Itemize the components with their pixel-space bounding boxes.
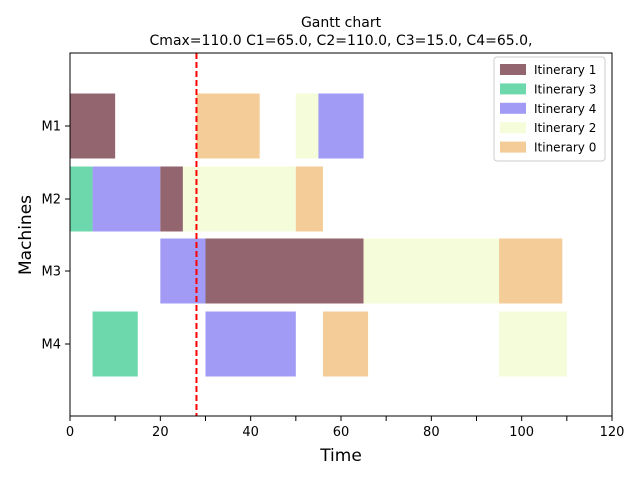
x-axis: 0 20 40 60 80 100 120 — [66, 416, 625, 440]
y-tick-label-m1: M1 — [42, 120, 62, 135]
task-bar-m2-7 — [160, 166, 183, 232]
x-tick-label: 40 — [242, 425, 259, 440]
legend-label: Itinerary 0 — [534, 141, 596, 155]
x-tick-label: 120 — [600, 425, 625, 440]
task-bar-m1-4 — [318, 93, 364, 159]
task-bar-m2-8 — [182, 166, 296, 232]
task-bar-m3-10 — [160, 238, 206, 304]
task-bar-m3-12 — [363, 238, 500, 304]
task-bar-m3-11 — [205, 238, 364, 304]
x-tick-label: 60 — [333, 425, 350, 440]
y-tick-label-m2: M2 — [42, 193, 62, 208]
task-bar-m1-2 — [196, 93, 260, 159]
legend: Itinerary 1 Itinerary 3 Itinerary 4 Itinera… — [493, 56, 606, 162]
chart-subtitle: Cmax=110.0 C1=65.0, C2=110.0, C3=15.0, C… — [150, 33, 533, 49]
task-bar-m4-15 — [205, 311, 296, 377]
legend-swatch — [500, 141, 526, 153]
task-bar-m2-6 — [92, 166, 161, 232]
task-bar-m2-5 — [70, 166, 93, 232]
legend-box — [493, 56, 606, 162]
x-tick-label: 20 — [152, 425, 169, 440]
legend-label: Itinerary 1 — [534, 63, 596, 77]
task-bar-m3-13 — [499, 238, 563, 304]
y-tick-label-m4: M4 — [42, 338, 62, 353]
task-bar-m1-1 — [70, 93, 116, 159]
x-axis-label: Time — [319, 446, 362, 466]
legend-label: Itinerary 2 — [534, 121, 596, 135]
task-bar-m4-14 — [92, 311, 138, 377]
x-tick-label: 0 — [66, 425, 74, 440]
task-bar-m1-3 — [295, 93, 319, 159]
task-bars — [70, 93, 567, 377]
legend-label: Itinerary 4 — [534, 102, 596, 116]
legend-swatch — [500, 122, 526, 134]
legend-swatch — [500, 102, 526, 114]
task-bar-m4-16 — [322, 311, 369, 377]
x-tick-label: 100 — [509, 425, 534, 440]
y-tick-label-m3: M3 — [42, 265, 62, 280]
legend-swatch — [500, 64, 526, 75]
legend-swatch — [500, 83, 526, 95]
chart-title: Gantt chart — [301, 15, 382, 31]
x-tick-label: 80 — [423, 425, 440, 440]
y-axis-label: Machines — [16, 195, 36, 275]
y-axis: M1 M2 M3 M4 — [42, 120, 70, 353]
task-bar-m2-9 — [295, 166, 323, 232]
task-bar-m4-17 — [499, 311, 567, 377]
legend-label: Itinerary 3 — [534, 82, 596, 96]
